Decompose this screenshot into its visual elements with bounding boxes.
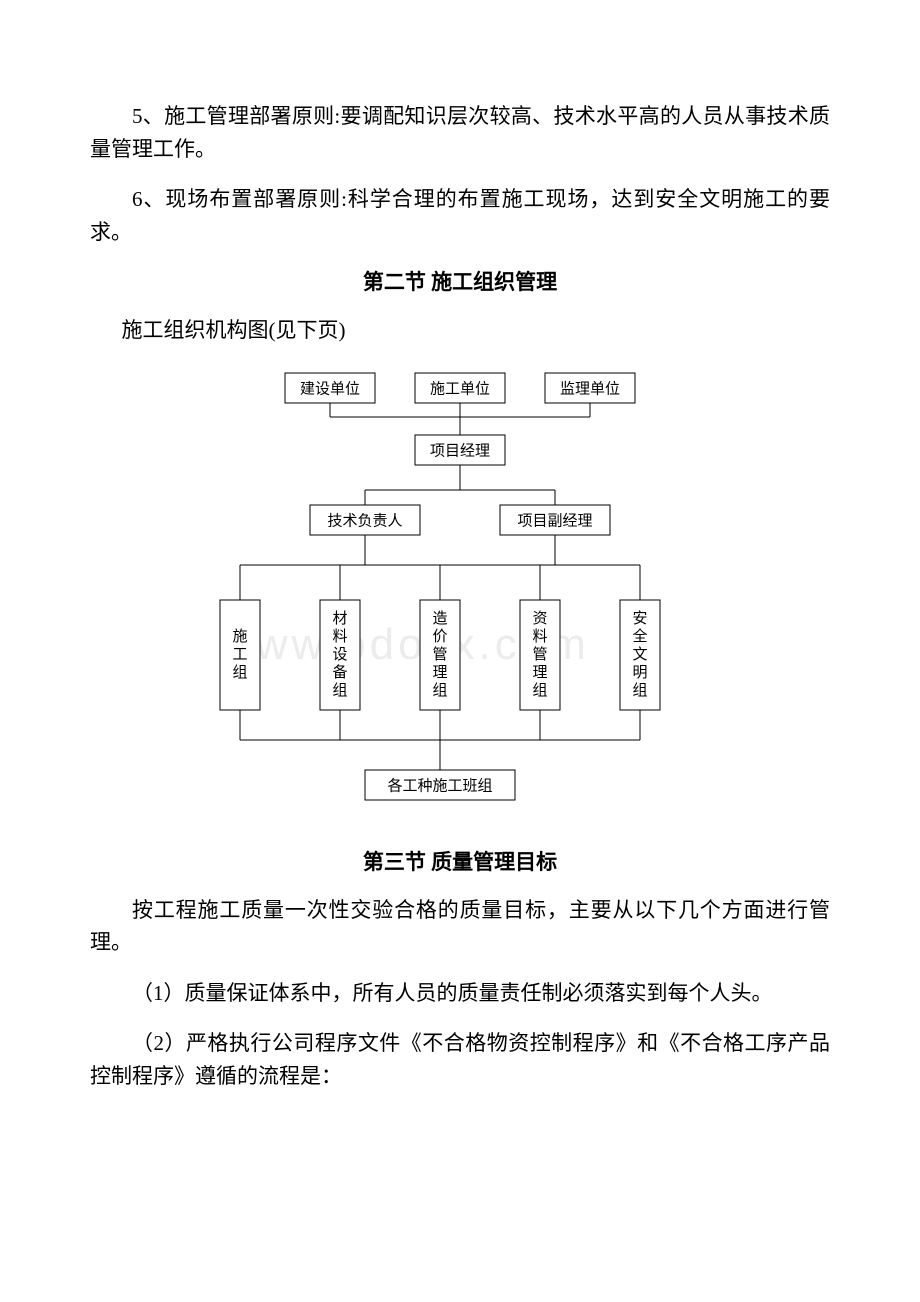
section-3-title: 第三节 质量管理目标 bbox=[90, 846, 830, 876]
org-node-label: 各工种施工班组 bbox=[387, 777, 492, 794]
org-node-label: 监理单位 bbox=[560, 380, 620, 397]
org-node-label: 材 bbox=[332, 610, 347, 627]
org-node-label: 项目经理 bbox=[430, 442, 490, 459]
org-chart-container: www.bdocx.com 建设单位施工单位监理单位项目经理技术负责人项目副经理… bbox=[190, 365, 730, 820]
org-node-label: 组 bbox=[432, 682, 447, 699]
org-node-label: 理 bbox=[532, 665, 547, 681]
org-node-label: 项目副经理 bbox=[517, 512, 592, 529]
org-node-label: 全 bbox=[632, 627, 647, 645]
org-node-label: 技术负责人 bbox=[327, 512, 402, 529]
org-node-label: 备 bbox=[332, 664, 347, 681]
page: 5、施工管理部署原则:要调配知识层次较高、技术水平高的人员从事技术质量管理工作。… bbox=[0, 0, 920, 1170]
org-node-label: 资 bbox=[532, 610, 547, 627]
org-node-label: 造 bbox=[432, 610, 447, 627]
org-chart: 建设单位施工单位监理单位项目经理技术负责人项目副经理施工组材料设备组造价管理组资… bbox=[190, 365, 730, 815]
paragraph-6: 6、现场布置部署原则:科学合理的布置施工现场，达到安全文明施工的要求。 bbox=[90, 183, 830, 248]
org-node-label: 施工单位 bbox=[430, 380, 490, 397]
org-node-label: 建设单位 bbox=[300, 380, 360, 397]
org-node-label: 料 bbox=[332, 628, 347, 645]
quality-item-1: （1）质量保证体系中，所有人员的质量责任制必须落实到每个人头。 bbox=[90, 977, 830, 1010]
org-node-label: 管 bbox=[532, 646, 547, 663]
org-node-label: 组 bbox=[532, 682, 547, 699]
org-node-label: 料 bbox=[532, 628, 547, 645]
org-node-label: 安 bbox=[632, 610, 647, 627]
quality-intro: 按工程施工质量一次性交验合格的质量目标，主要从以下几个方面进行管理。 bbox=[90, 894, 830, 959]
org-node-label: 组 bbox=[332, 682, 347, 699]
org-node-label: 价 bbox=[432, 629, 447, 645]
org-node-label: 理 bbox=[432, 665, 447, 681]
org-node-label: 组 bbox=[632, 682, 647, 699]
org-node-label: 明 bbox=[632, 664, 647, 681]
org-node-label: 设 bbox=[332, 646, 347, 663]
org-node-label: 管 bbox=[432, 646, 447, 663]
org-node-label: 组 bbox=[232, 664, 247, 681]
org-node-label: 工 bbox=[232, 647, 247, 663]
org-chart-wrapper: www.bdocx.com 建设单位施工单位监理单位项目经理技术负责人项目副经理… bbox=[90, 365, 830, 820]
org-chart-intro: 施工组织机构图(见下页) bbox=[90, 314, 830, 347]
quality-item-2: （2）严格执行公司程序文件《不合格物资控制程序》和《不合格工序产品控制程序》遵循… bbox=[90, 1027, 830, 1092]
org-node-label: 文 bbox=[632, 646, 647, 663]
org-node-label: 施 bbox=[232, 628, 247, 645]
section-2-title: 第二节 施工组织管理 bbox=[90, 266, 830, 296]
paragraph-5: 5、施工管理部署原则:要调配知识层次较高、技术水平高的人员从事技术质量管理工作。 bbox=[90, 100, 830, 165]
